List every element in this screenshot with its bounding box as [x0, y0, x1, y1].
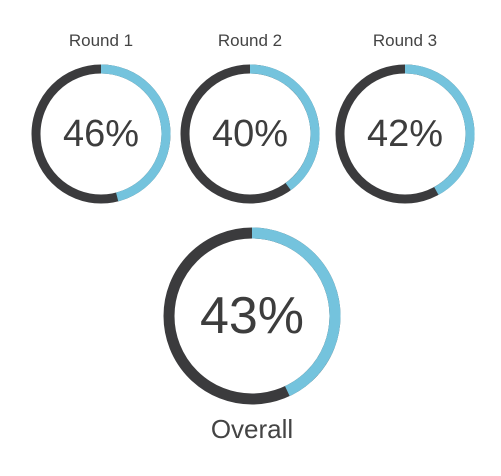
round-2-label: Round 2 — [217, 31, 283, 50]
gauge-ring — [163, 227, 341, 405]
gauge-value-arc — [249, 64, 320, 191]
overall-percent: 43% — [199, 287, 305, 345]
round-1-label: Round 1 — [68, 31, 134, 50]
round-2-percent: 40% — [211, 113, 289, 155]
gauge-ring — [335, 64, 475, 204]
overall-gauge: 43% — [160, 224, 344, 408]
gauge-ring — [31, 64, 171, 204]
round-3-label: Round 3 — [372, 31, 438, 50]
round-1-gauge: 46% — [31, 64, 171, 204]
round-3-percent: 42% — [366, 113, 444, 155]
gauge-value-arc — [100, 64, 171, 202]
overall-label: Overall — [210, 414, 294, 444]
gauge-value-arc — [251, 227, 341, 397]
round-1-percent: 46% — [62, 113, 140, 155]
gauge-ring — [180, 64, 320, 204]
round-2-gauge: 40% — [180, 64, 320, 204]
gauge-value-arc — [404, 64, 475, 195]
round-3-gauge: 42% — [335, 64, 475, 204]
